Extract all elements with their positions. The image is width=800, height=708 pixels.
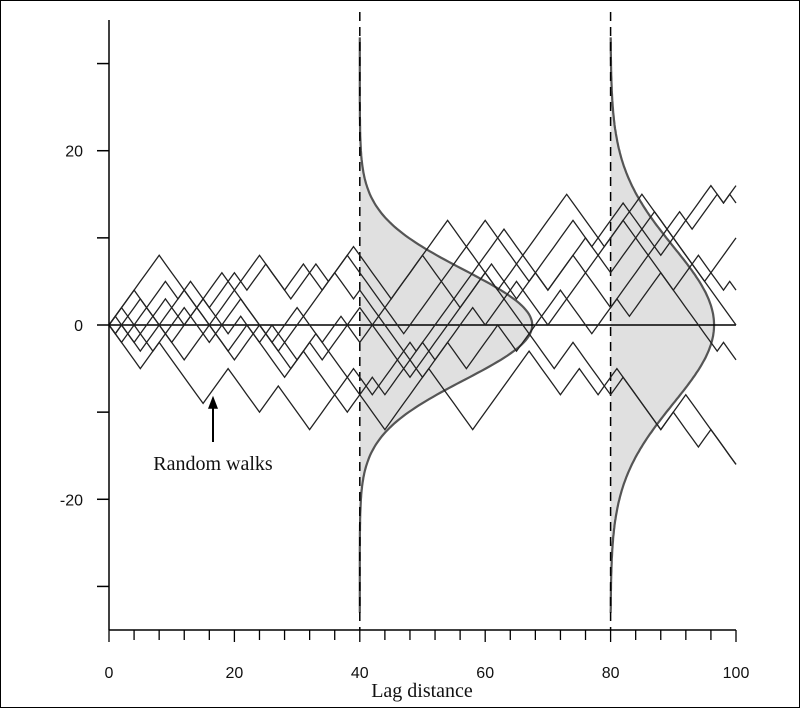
y-tick-label: -20 — [60, 492, 83, 509]
y-tick-label: 0 — [74, 318, 83, 335]
walk-layer — [108, 184, 737, 465]
random-walk-6 — [108, 193, 737, 353]
vertical-line-layer — [359, 12, 612, 630]
random-walk-8 — [108, 219, 737, 362]
x-tick-label: 20 — [226, 665, 244, 682]
x-tick-label: 60 — [476, 665, 494, 682]
x-tick-label: 40 — [351, 665, 369, 682]
random-walks-label: Random walks — [153, 453, 273, 475]
annotation-layer — [208, 395, 218, 442]
x-tick-label: 80 — [602, 665, 620, 682]
axis-layer: -20 0 20 0 20 40 60 80 100 — [60, 20, 750, 682]
x-tick-label: 0 — [105, 665, 114, 682]
random-walk-3 — [108, 201, 737, 335]
y-tick-label: 20 — [65, 144, 83, 161]
random-walk-7 — [108, 271, 737, 414]
x-axis-title: Lag distance — [371, 680, 473, 702]
annotation-arrow-head — [208, 395, 218, 409]
x-tick-label: 100 — [723, 665, 750, 682]
